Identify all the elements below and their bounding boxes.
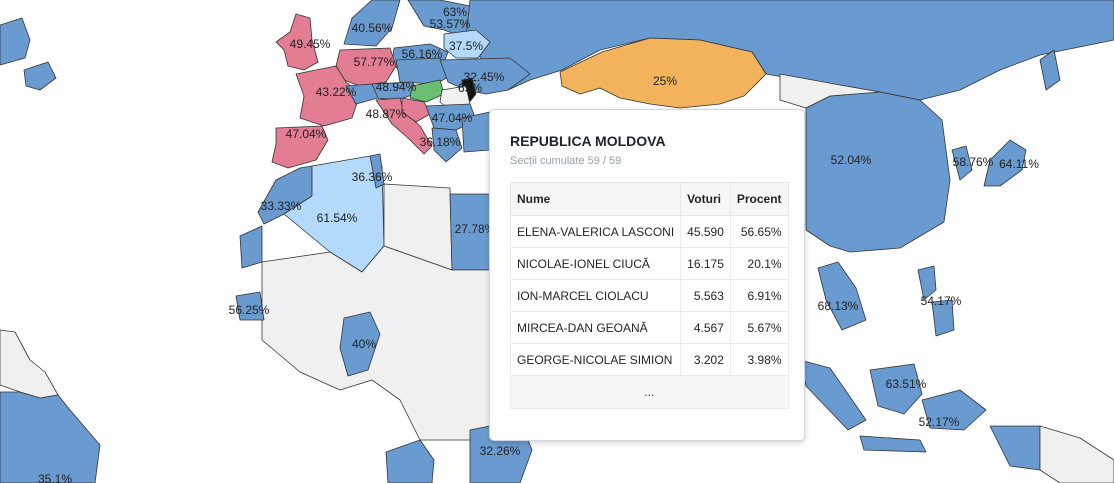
percentage-label-algeria: 61.54% <box>317 211 358 225</box>
country-senegal[interactable] <box>235 291 265 321</box>
table-row: NICOLAE-IONEL CIUCĂ 16.175 20.1% <box>509 247 789 280</box>
candidate-name: ELENA-VALERICA LASCONI <box>509 215 682 248</box>
candidate-percent: 20.1% <box>729 247 789 280</box>
country-greece[interactable] <box>431 127 463 163</box>
table-row: MIRCEA-DAN GEOANĂ 4.567 5.67% <box>509 311 789 344</box>
country-norway[interactable] <box>343 0 401 47</box>
percentage-label-kazakhstan: 25% <box>653 74 677 88</box>
header-name: Nume <box>509 182 682 216</box>
percentage-label-indonesia: 52.17% <box>919 415 960 429</box>
more-indicator: ... <box>510 375 789 409</box>
country-nigeria[interactable] <box>339 311 381 377</box>
candidate-percent: 3.98% <box>729 343 789 376</box>
candidate-votes: 3.202 <box>680 343 731 376</box>
country-france[interactable] <box>295 65 361 127</box>
percentage-label-finland: 53.57% <box>430 17 471 31</box>
candidate-percent: 6.91% <box>729 279 789 312</box>
country-poland[interactable] <box>395 57 451 85</box>
table-row: ION-MARCEL CIOLACU 5.563 6.91% <box>509 279 789 312</box>
percentage-label-bulgaria: 47.04% <box>432 111 473 125</box>
candidate-name: NICOLAE-IONEL CIUCĂ <box>509 247 682 280</box>
tooltip-title: REPUBLICA MOLDOVA <box>510 133 666 149</box>
percentage-label-germany: 57.77% <box>354 55 395 69</box>
country-north-america[interactable] <box>0 17 31 66</box>
table-row: ELENA-VALERICA LASCONI 45.590 56.65% <box>509 215 789 248</box>
header-votes: Voturi <box>680 182 731 216</box>
percentage-label-top: 63% <box>443 5 467 19</box>
percentage-label-korea: 58.76% <box>953 155 994 169</box>
percentage-label-spain: 47.04% <box>286 127 327 141</box>
country-japan[interactable] <box>983 139 1027 187</box>
candidate-percent: 56.65% <box>729 215 789 248</box>
candidate-name: ION-MARCEL CIOLACU <box>509 279 682 312</box>
percentage-label-moldova: 65% <box>458 81 482 95</box>
percentage-label-brazil: 35.1% <box>38 472 72 483</box>
country-kazakhstan[interactable] <box>559 37 767 109</box>
percentage-label-vietnam: 68.13% <box>818 299 859 313</box>
country-mongolia[interactable] <box>779 73 881 109</box>
percentage-label-sweden-south: 56.16% <box>402 47 443 61</box>
percentage-label-france: 43.22% <box>316 85 357 99</box>
results-header-row: Nume Voturi Procent <box>509 182 789 216</box>
candidate-votes: 45.590 <box>680 215 731 248</box>
percentage-label-egypt: 27.78% <box>455 222 496 236</box>
country-east-africa[interactable] <box>385 439 435 483</box>
country-china[interactable] <box>805 91 951 253</box>
candidate-name: MIRCEA-DAN GEOANĂ <box>509 311 682 344</box>
percentage-label-philippines: 54.17% <box>921 294 962 308</box>
country-greenland-region[interactable] <box>23 61 57 91</box>
country-uk[interactable] <box>275 13 319 71</box>
percentage-label-japan: 64.11% <box>999 157 1039 171</box>
country-brazil[interactable] <box>0 391 101 483</box>
percentage-label-uk: 49.45% <box>290 37 331 51</box>
percentage-label-ukraine: 32.45% <box>464 70 505 84</box>
country-western-sahara[interactable] <box>239 225 263 269</box>
country-japan-north[interactable] <box>1039 49 1061 91</box>
country-philippines-south[interactable] <box>931 299 955 337</box>
percentage-label-belarus: 37.5% <box>449 39 483 53</box>
percentage-label-borneo: 63.51% <box>886 377 927 391</box>
country-indonesia-east[interactable] <box>921 389 987 431</box>
country-borneo[interactable] <box>869 363 923 415</box>
country-sumatra[interactable] <box>799 359 867 431</box>
country-korea[interactable] <box>951 145 973 181</box>
country-tooltip: REPUBLICA MOLDOVA Secții cumulate 59 / 5… <box>489 109 805 441</box>
more-row: ... <box>510 375 789 409</box>
country-java[interactable] <box>859 435 927 453</box>
country-new-guinea[interactable] <box>989 425 1041 471</box>
candidate-votes: 4.567 <box>680 311 731 344</box>
country-belarus[interactable] <box>443 29 491 59</box>
percentage-label-italy-north: 48.87% <box>366 107 407 121</box>
candidate-percent: 5.67% <box>729 311 789 344</box>
percentage-label-algeria-north: 36.36% <box>352 170 393 184</box>
percentage-label-senegal: 56.25% <box>229 303 270 317</box>
percentage-label-greece: 36.18% <box>420 135 461 149</box>
country-hungary[interactable] <box>409 79 445 103</box>
candidate-votes: 5.563 <box>680 279 731 312</box>
percentage-labels: 49.45% 40.56% 53.57%63% 56.16% 37.5% 57.77% 48… <box>38 5 1039 483</box>
percentage-label-morocco: 33.33% <box>261 199 302 213</box>
results-table: Nume Voturi Procent ELENA-VALERICA LASCO… <box>509 182 789 409</box>
country-papua[interactable] <box>1039 425 1114 483</box>
candidate-name: GEORGE-NICOLAE SIMION <box>509 343 682 376</box>
country-spain[interactable] <box>271 125 329 169</box>
percentage-label-nigeria: 40% <box>352 337 376 351</box>
percentage-label-china: 52.04% <box>831 153 872 167</box>
percentage-label-norway: 40.56% <box>352 21 393 35</box>
header-percent: Procent <box>729 182 789 216</box>
tooltip-subtitle: Secții cumulate 59 / 59 <box>510 155 622 167</box>
candidate-votes: 16.175 <box>680 247 731 280</box>
country-switzerland[interactable] <box>345 83 379 105</box>
table-row: GEORGE-NICOLAE SIMION 3.202 3.98% <box>509 343 789 376</box>
country-south-america-north[interactable] <box>0 329 59 399</box>
percentage-label-austria: 48.94% <box>376 80 417 94</box>
country-philippines[interactable] <box>917 265 937 301</box>
country-vietnam[interactable] <box>817 261 867 331</box>
percentage-label-tanzania: 32.26% <box>480 444 521 458</box>
country-balkans[interactable] <box>401 97 431 123</box>
